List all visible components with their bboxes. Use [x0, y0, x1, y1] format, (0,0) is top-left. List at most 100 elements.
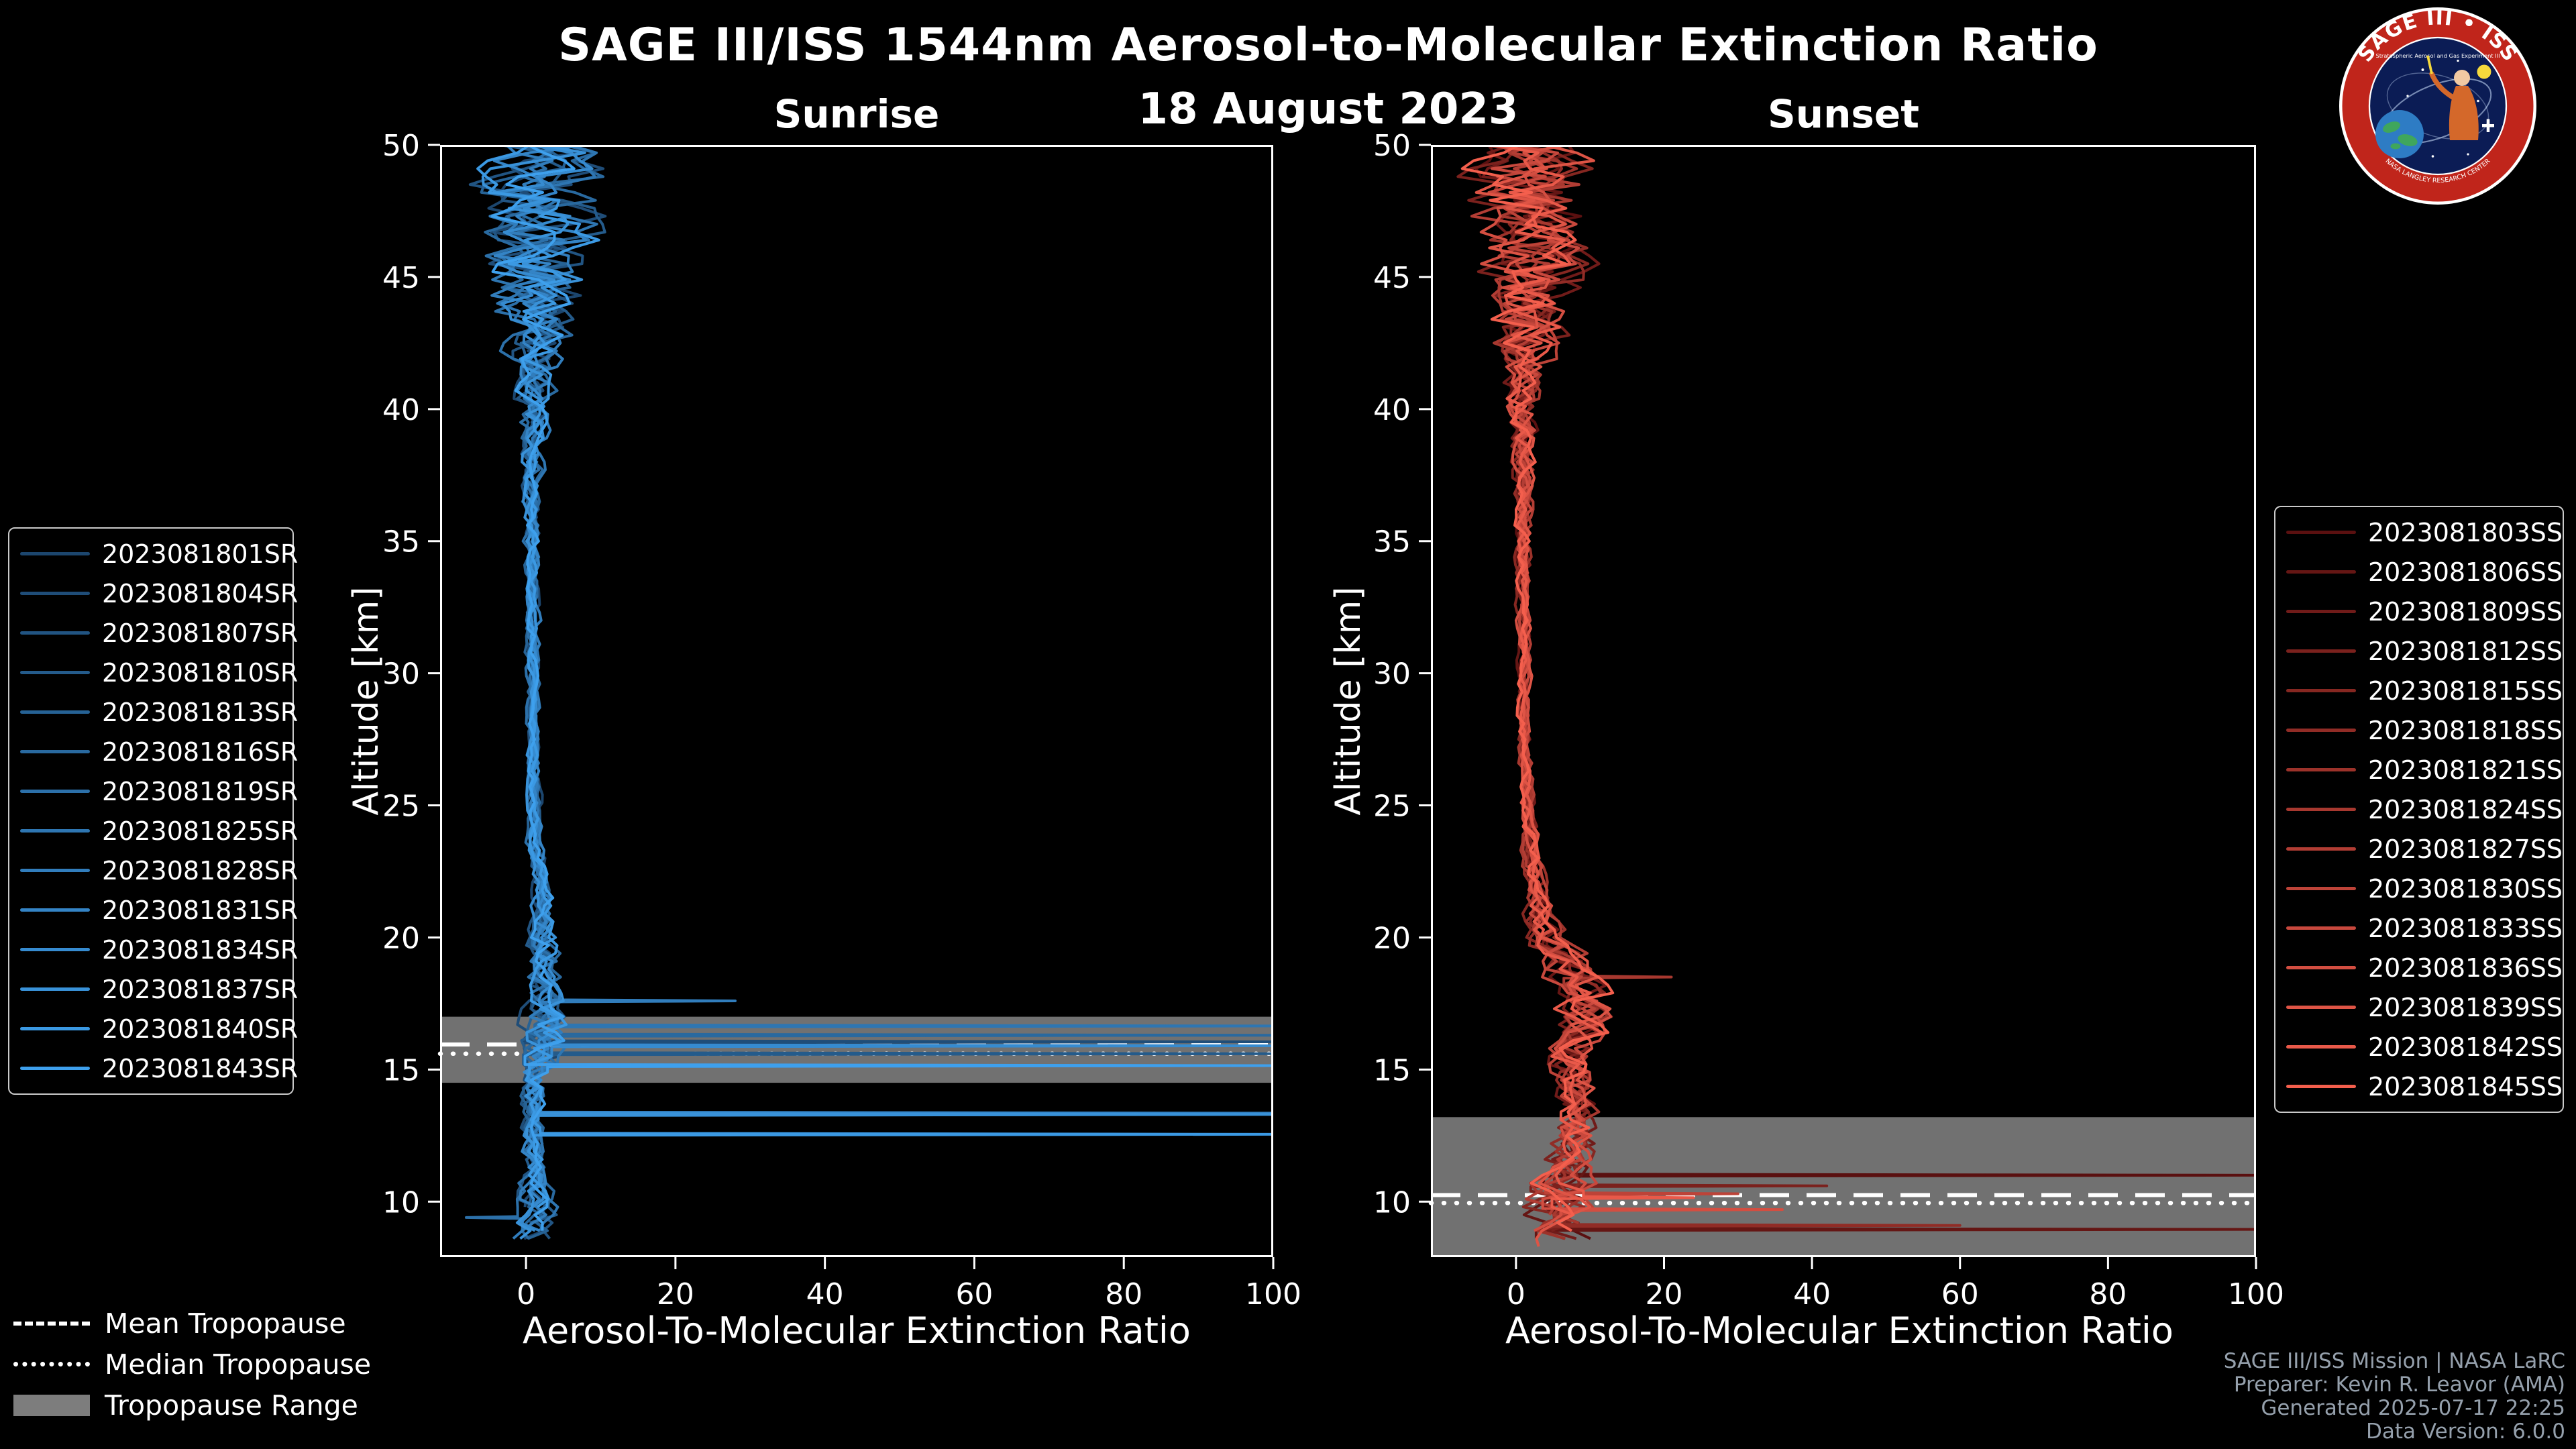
x-tick-label: 0	[517, 1277, 535, 1311]
legend-item: 2023081840SR	[9, 1009, 298, 1049]
legend-item: 2023081812SS	[2275, 631, 2563, 671]
legend-item: 2023081831SR	[9, 890, 298, 930]
y-tick-label: 35	[1373, 525, 1411, 559]
legend-item-label: 2023081801SR	[102, 539, 299, 569]
legend-color-line	[20, 948, 90, 951]
legend-sunrise: 2023081801SR 2023081804SR 2023081807SR 2023…	[8, 527, 298, 1095]
logo-iss-icon	[2482, 119, 2494, 132]
x-tick-label: 40	[806, 1277, 844, 1311]
legend-item: 2023081845SS	[2275, 1067, 2563, 1106]
tropopause-range-swatch	[13, 1394, 90, 1416]
y-tick-label: 10	[382, 1185, 420, 1220]
legend-item: 2023081816SR	[9, 732, 298, 771]
legend-item-label: 2023081842SS	[2368, 1032, 2563, 1062]
y-tick-label: 15	[382, 1053, 420, 1087]
legend-item-label: 2023081815SS	[2368, 676, 2563, 706]
legend-color-line	[2286, 808, 2356, 811]
legend-item: 2023081810SR	[9, 653, 298, 692]
mean-tropopause-dashed-swatch	[13, 1321, 90, 1326]
main-title: SAGE III/ISS 1544nm Aerosol-to-Molecular…	[558, 19, 2098, 72]
x-tick-label: 20	[1645, 1277, 1682, 1311]
logo-sun-icon	[2477, 64, 2491, 79]
x-tick-label: 20	[657, 1277, 694, 1311]
sunset-y-axis-label: Altitude [km]	[1328, 586, 1368, 816]
legend-item-label: 2023081810SR	[102, 657, 299, 688]
legend-color-line	[20, 592, 90, 595]
legend-item-label: 2023081813SR	[102, 697, 299, 727]
legend-color-line	[2286, 768, 2356, 771]
y-tick-label: 35	[382, 525, 420, 559]
legend-item-label: 2023081821SS	[2368, 755, 2563, 785]
footer-version-line: Data Version: 6.0.0	[2365, 1419, 2565, 1444]
x-tick-label: 40	[1793, 1277, 1831, 1311]
legend-color-line	[20, 631, 90, 635]
footer-mission-line: SAGE III/ISS Mission | NASA LaRC	[2223, 1349, 2565, 1373]
x-tick-label: 100	[2228, 1277, 2284, 1311]
profile-line-2023081845SS	[1460, 145, 1615, 1232]
legend-item-label: 2023081806SS	[2368, 557, 2563, 587]
sunrise-x-axis-label: Aerosol-To-Molecular Extinction Ratio	[523, 1309, 1191, 1352]
legend-color-line	[20, 671, 90, 674]
legend-item-label: 2023081830SS	[2368, 873, 2563, 904]
legend-color-line	[2286, 689, 2356, 692]
legend-item: 2023081804SR	[9, 574, 298, 613]
y-tick-label: 50	[1373, 129, 1411, 163]
sunset-x-axis-label: Aerosol-To-Molecular Extinction Ratio	[1505, 1309, 2174, 1352]
median-tropopause-legend-item: Median Tropopause	[13, 1344, 371, 1385]
legend-item-label: 2023081843SR	[102, 1053, 299, 1083]
sunset-panel-title: Sunset	[1768, 91, 1919, 137]
legend-item: 2023081815SS	[2275, 671, 2563, 710]
legend-item-label: 2023081834SR	[102, 934, 299, 965]
tropopause-range-legend-item: Tropopause Range	[13, 1385, 371, 1426]
sunset-plot: 0 20 40 60 80 100 10 15 20 25 30 35 40 45 50	[1373, 129, 2284, 1311]
legend-item-label: 2023081840SR	[102, 1014, 299, 1044]
x-tick-label: 100	[1245, 1277, 1301, 1311]
plot-border	[440, 145, 1273, 1257]
legend-item: 2023081803SS	[2275, 513, 2563, 552]
y-tick-label: 25	[1373, 790, 1411, 824]
legend-item: 2023081825SR	[9, 811, 298, 851]
legend-color-line	[2286, 1085, 2356, 1088]
legend-color-line	[2286, 926, 2356, 930]
y-tick-label: 50	[382, 129, 420, 163]
legend-item: 2023081821SS	[2275, 750, 2563, 790]
sunrise-plot: 0 20 40 60 80 100 10 15 20 25 30 35 40 45 50	[382, 129, 1301, 1311]
legend-item-label: 2023081812SS	[2368, 636, 2563, 666]
plot-background	[1431, 145, 2256, 1257]
legend-color-line	[2286, 847, 2356, 851]
sunrise-panel-title: Sunrise	[773, 91, 940, 137]
footer-preparer-line: Preparer: Kevin R. Leavor (AMA)	[2233, 1373, 2565, 1397]
date-subtitle: 18 August 2023	[1138, 85, 1519, 134]
legend-color-line	[20, 869, 90, 872]
profile-line-2023081843SR	[490, 145, 1273, 1231]
legend-item: 2023081836SS	[2275, 948, 2563, 987]
logo-earth-icon	[2375, 110, 2424, 158]
y-tick-label: 15	[1373, 1053, 1411, 1087]
logo-figure-icon	[2426, 55, 2479, 140]
legend-item: 2023081806SS	[2275, 552, 2563, 592]
legend-item: 2023081818SS	[2275, 710, 2563, 750]
y-tick-label: 20	[1373, 921, 1411, 955]
legend-item: 2023081830SS	[2275, 869, 2563, 908]
median-tropopause-dotted-swatch	[13, 1362, 90, 1366]
legend-color-line	[2286, 610, 2356, 613]
legend-color-line	[2286, 570, 2356, 574]
legend-color-line	[2286, 1045, 2356, 1049]
legend-item-label: 2023081803SS	[2368, 517, 2563, 547]
legend-item-label: 2023081836SS	[2368, 953, 2563, 983]
legend-color-line	[2286, 966, 2356, 969]
legend-color-line	[20, 710, 90, 714]
legend-color-line	[2286, 887, 2356, 890]
y-tick-label: 25	[382, 790, 420, 824]
legend-color-line	[20, 552, 90, 555]
legend-color-line	[20, 790, 90, 793]
legend-sunset: 2023081803SS 2023081806SS 2023081809SS 2023…	[2274, 506, 2564, 1113]
legend-item: 2023081807SR	[9, 613, 298, 653]
legend-color-line	[20, 908, 90, 912]
legend-color-line	[2286, 531, 2356, 534]
legend-item-label: 2023081824SS	[2368, 794, 2563, 824]
legend-item: 2023081827SS	[2275, 829, 2563, 869]
legend-item: 2023081813SR	[9, 692, 298, 732]
y-tick-label: 20	[382, 921, 420, 955]
legend-color-line	[2286, 729, 2356, 732]
